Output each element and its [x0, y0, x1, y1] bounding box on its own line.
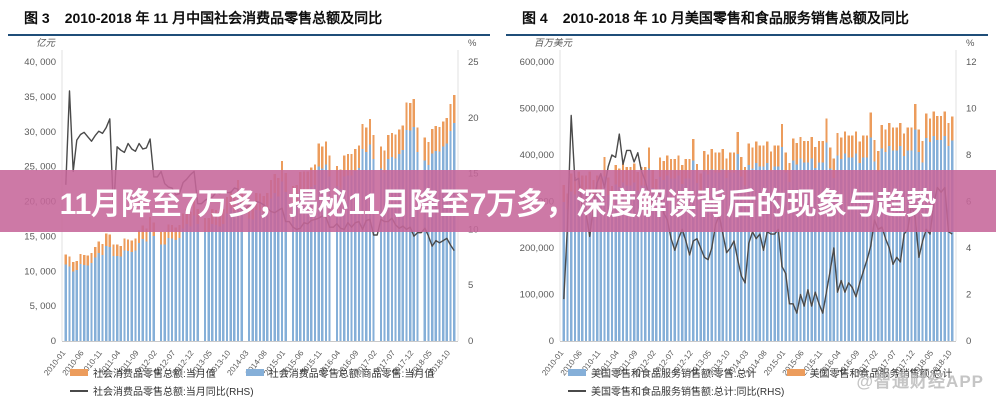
svg-text:10: 10 — [966, 104, 977, 115]
svg-text:5: 5 — [468, 280, 473, 291]
svg-text:0: 0 — [468, 336, 473, 347]
figure-label: 图 4 — [522, 10, 548, 26]
watermark: @智通财经APP — [856, 372, 984, 391]
svg-text:0: 0 — [549, 336, 554, 347]
chart-title-text: 2010-2018 年 11 月中国社会消费品零售总额及同比 — [64, 10, 383, 26]
axis-units: 亿元% — [36, 38, 477, 49]
legend-item: 美国零售和食品服务销售额:零售:总计 — [568, 365, 757, 380]
us-retail-chart-panel: 图 4 2010-2018 年 10 月美国零售和食品服务销售总额及同比 百万美元… — [506, 6, 988, 398]
svg-text:200,000: 200,000 — [520, 243, 554, 254]
svg-text:25: 25 — [468, 57, 479, 68]
svg-text:0: 0 — [51, 336, 56, 347]
svg-text:%: % — [468, 38, 477, 49]
legend-line-swatch — [568, 389, 586, 392]
svg-text:0: 0 — [966, 336, 971, 347]
us-chart-title: 图 4 2010-2018 年 10 月美国零售和食品服务销售总额及同比 — [506, 6, 988, 36]
legend-item: 美国零售和食品服务销售额:总计:同比(RHS) — [568, 383, 784, 398]
legend-label: 社会消费品零售总额:当月值 — [93, 369, 216, 380]
svg-text:500,000: 500,000 — [520, 104, 554, 115]
svg-text:15, 000: 15, 000 — [24, 231, 56, 242]
figure-label: 图 3 — [24, 10, 50, 26]
svg-text:20: 20 — [468, 113, 479, 124]
legend-label: 美国零售和食品服务销售额:总计:同比(RHS) — [591, 387, 785, 398]
legend-bar-swatch — [70, 369, 88, 376]
svg-text:25, 000: 25, 000 — [24, 162, 56, 173]
legend-label: 美国零售和食品服务销售额:零售:总计 — [591, 369, 757, 380]
headline-banner: 11月降至7万多，揭秘11月降至7万多，深度解读背后的现象与趋势 — [0, 170, 996, 232]
svg-text:600,000: 600,000 — [520, 57, 554, 68]
svg-text:100,000: 100,000 — [520, 290, 554, 301]
svg-text:百万美元: 百万美元 — [534, 37, 574, 49]
legend-label: 社会消费品零售总额:当月同比(RHS) — [93, 387, 254, 398]
chart-title-text: 2010-2018 年 10 月美国零售和食品服务销售总额及同比 — [562, 10, 909, 26]
legend-bar-swatch — [786, 369, 805, 376]
svg-text:35, 000: 35, 000 — [24, 92, 56, 103]
svg-text:5, 000: 5, 000 — [30, 301, 56, 312]
bar-series-1 — [562, 129, 954, 341]
svg-text:12: 12 — [966, 57, 977, 68]
legend-item: 社会消费品零售总额:当月值 — [70, 365, 216, 380]
china-chart-legend: 社会消费品零售总额:当月值 社会消费品零售总额:商品零售:当月值社会消费品零售总额… — [70, 365, 488, 398]
legend-label: 社会消费品零售总额:商品零售:当月值 — [268, 369, 435, 380]
svg-text:4: 4 — [966, 243, 971, 254]
china-retail-chart-panel: 图 3 2010-2018 年 11 月中国社会消费品零售总额及同比 亿元% 40,… — [8, 6, 490, 398]
legend-item: 美国零售和食品服务销售额:总计 — [786, 365, 953, 380]
svg-text:%: % — [966, 38, 975, 49]
yoy-line — [563, 114, 953, 314]
svg-text:30, 000: 30, 000 — [24, 127, 56, 138]
legend-bar-swatch — [245, 369, 264, 376]
svg-text:40, 000: 40, 000 — [24, 57, 56, 68]
svg-text:2: 2 — [966, 290, 971, 301]
us-retail-chart: 百万美元%600,000500,000400,000300,000200,000… — [520, 37, 977, 377]
us-chart-legend: 美国零售和食品服务销售额:零售:总计 美国零售和食品服务销售额:总计美国零售和食品… — [568, 365, 986, 398]
legend-bar-swatch — [568, 369, 586, 376]
svg-text:亿元: 亿元 — [36, 38, 57, 49]
legend-line-swatch — [70, 389, 88, 392]
headline-text: 11月降至7万多，揭秘11月降至7万多，深度解读背后的现象与趋势 — [59, 188, 937, 221]
legend-item: 社会消费品零售总额:当月同比(RHS) — [70, 383, 254, 398]
legend-item: 社会消费品零售总额:商品零售:当月值 — [245, 365, 435, 380]
bar-series-1 — [64, 123, 456, 342]
axis-units: 百万美元% — [534, 37, 975, 49]
svg-text:10, 000: 10, 000 — [24, 266, 56, 277]
svg-text:400,000: 400,000 — [520, 150, 554, 161]
svg-text:8: 8 — [966, 150, 971, 161]
china-chart-title: 图 3 2010-2018 年 11 月中国社会消费品零售总额及同比 — [8, 6, 490, 36]
legend-label: 美国零售和食品服务销售额:总计 — [809, 369, 953, 380]
